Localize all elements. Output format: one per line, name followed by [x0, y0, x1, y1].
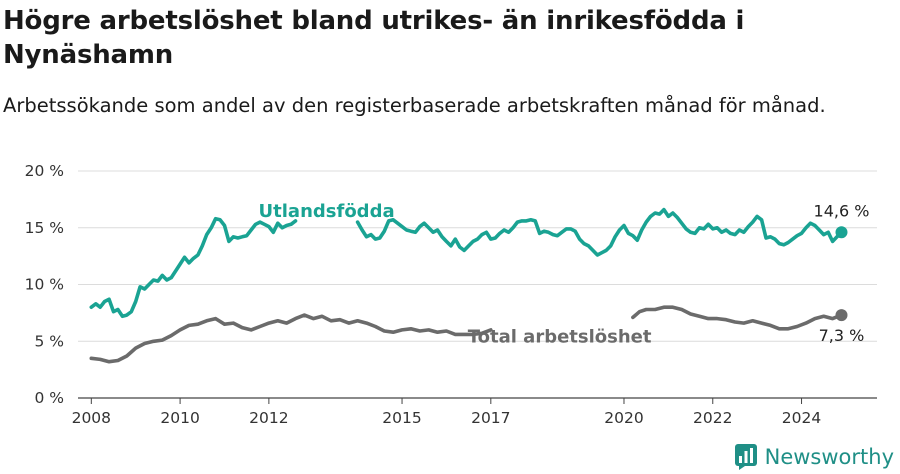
newsworthy-logo: Newsworthy	[734, 444, 894, 470]
y-axis-ticks: 0 % 5 % 10 % 15 % 20 %	[25, 162, 64, 407]
x-tick-label: 2024	[782, 409, 821, 427]
series-name-label: Total arbetslöshet	[468, 327, 652, 348]
brand-name: Newsworthy	[764, 445, 894, 469]
x-tick-label: 2022	[693, 409, 732, 427]
y-tick-label: 5 %	[34, 332, 64, 350]
series-end-point	[835, 309, 848, 322]
y-tick-label: 15 %	[25, 219, 64, 237]
y-tick-label: 10 %	[25, 276, 64, 294]
x-tick-label: 2017	[471, 409, 510, 427]
series-lines	[89, 207, 848, 364]
series-name-label: Utlandsfödda	[259, 201, 395, 222]
grid-lines	[78, 170, 877, 399]
y-tick-label: 0 %	[34, 389, 64, 407]
series-line-total	[631, 305, 844, 331]
series-labels: Utlandsfödda Total arbetslöshet 14,6 % 7,3 …	[259, 201, 870, 348]
series-line-utlandsfodda	[89, 216, 298, 319]
series-line-total	[89, 313, 493, 364]
chart-title: Högre arbetslöshet bland utrikes- än inr…	[3, 6, 745, 70]
chart-subtitle: Arbetssökande som andel av den registerb…	[3, 94, 826, 117]
series-end-label: 7,3 %	[819, 326, 865, 345]
x-axis-ticks: 2008 2010 2012 2015 2017 2020 2022 2024	[72, 398, 821, 427]
x-tick-label: 2020	[604, 409, 643, 427]
newsworthy-bars-icon	[734, 444, 757, 470]
x-tick-label: 2008	[72, 409, 111, 427]
series-end-label: 14,6 %	[814, 201, 870, 220]
y-tick-label: 20 %	[25, 162, 64, 180]
x-tick-label: 2012	[249, 409, 288, 427]
series-end-point	[835, 226, 848, 239]
x-tick-label: 2015	[382, 409, 421, 427]
series-line-utlandsfodda	[355, 207, 844, 257]
x-tick-label: 2010	[160, 409, 199, 427]
